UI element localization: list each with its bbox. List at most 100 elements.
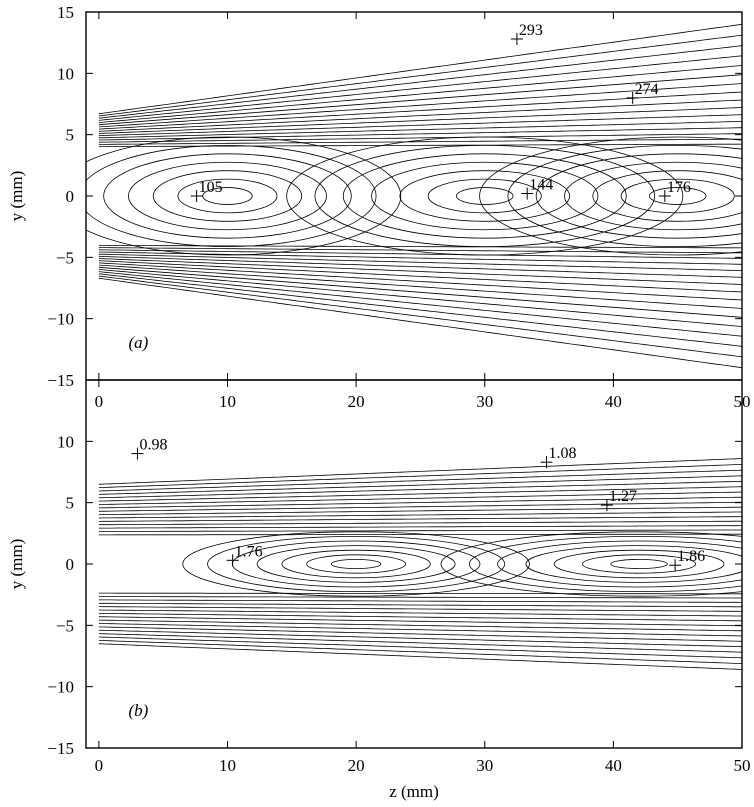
contour-line	[98, 458, 742, 485]
contour-line	[98, 127, 742, 141]
contour-line	[456, 187, 514, 205]
contour-line	[98, 616, 742, 627]
contour-line	[207, 536, 506, 593]
y-tick-label: 10	[57, 432, 74, 451]
contour-line	[98, 480, 742, 499]
contour-line	[399, 170, 571, 222]
contour-line	[98, 529, 742, 532]
x-tick-label: 50	[734, 392, 751, 411]
contour-line	[98, 271, 742, 337]
contour-line	[98, 23, 742, 115]
contour-line	[98, 273, 742, 347]
contour-line	[440, 531, 742, 597]
contour-line	[535, 153, 742, 239]
contour-line	[98, 626, 742, 642]
contour-line	[620, 178, 735, 214]
contour-line	[86, 145, 377, 247]
contour-line	[98, 520, 742, 526]
contour-line	[86, 136, 402, 256]
contour-line	[98, 613, 742, 622]
contour-line	[98, 74, 742, 126]
contour-line	[98, 496, 742, 509]
y-tick-label: 10	[57, 64, 74, 83]
contour-label: 144	[529, 177, 553, 194]
contour-line	[182, 531, 530, 597]
contour-lines	[86, 23, 742, 369]
plot-frame	[85, 379, 743, 749]
contour-line	[98, 114, 742, 137]
contour-label: 1.27	[609, 488, 637, 505]
contour-line	[98, 247, 742, 254]
contour-line	[98, 65, 742, 123]
contour-line	[98, 602, 742, 608]
contour-label: 1.08	[548, 445, 576, 462]
contour-line	[98, 633, 742, 653]
x-tick-label: 40	[605, 756, 622, 775]
y-tick-label: 5	[66, 494, 75, 513]
contour-line	[98, 599, 742, 603]
contour-line	[371, 161, 599, 231]
y-tick-label: 0	[66, 555, 75, 574]
y-axis-label: y (mm)	[7, 171, 26, 222]
contour-line	[98, 251, 742, 265]
contour-line	[314, 144, 655, 247]
y-tick-label: −10	[47, 310, 74, 329]
contour-line	[98, 525, 742, 529]
x-tick-label: 10	[219, 392, 236, 411]
y-tick-label: −15	[47, 739, 74, 758]
contour-line	[98, 533, 742, 536]
contour-line	[98, 501, 742, 512]
y-tick-label: 0	[66, 187, 75, 206]
contour-line	[98, 609, 742, 617]
contour-line	[553, 549, 725, 579]
y-tick-label: −10	[47, 678, 74, 697]
contour-line	[98, 592, 742, 595]
contour-line	[98, 475, 742, 495]
contour-line	[98, 83, 742, 128]
contour-line	[128, 161, 327, 231]
x-tick-label: 20	[348, 756, 365, 775]
contour-line	[98, 629, 742, 648]
contour-line	[98, 464, 742, 488]
contour-line	[507, 145, 742, 247]
contour-line	[98, 107, 742, 134]
contour-line	[427, 178, 542, 214]
contour-line	[98, 275, 742, 358]
contour-line	[582, 554, 697, 574]
contour-line	[177, 178, 278, 214]
contour-line	[256, 545, 456, 583]
plot-frame	[85, 11, 743, 381]
contour-line	[281, 549, 431, 579]
contour-label: 293	[519, 22, 543, 39]
contour-label: 1.86	[677, 548, 705, 565]
contour-line	[306, 554, 407, 574]
contour-label: 0.98	[139, 437, 167, 454]
contour-lines	[98, 458, 742, 670]
x-tick-label: 0	[95, 392, 104, 411]
y-tick-label: −15	[47, 371, 74, 390]
contour-line	[497, 540, 742, 588]
contour-line	[98, 34, 742, 117]
panel-label: (a)	[128, 333, 148, 352]
y-tick-label: −5	[56, 616, 74, 635]
contour-line	[592, 170, 742, 222]
y-tick-label: −5	[56, 248, 74, 267]
contour-line	[98, 133, 742, 143]
contour-line	[98, 491, 742, 505]
x-tick-label: 10	[219, 756, 236, 775]
contour-line	[98, 264, 742, 309]
contour-line	[98, 506, 742, 515]
contour-line	[98, 138, 742, 145]
x-axis-label: z (mm)	[389, 782, 439, 801]
contour-label: 274	[635, 81, 659, 98]
contour-line	[98, 623, 742, 637]
contour-line	[98, 99, 742, 132]
contour-line	[525, 545, 742, 583]
contour-line	[98, 253, 742, 271]
contour-line	[98, 516, 742, 522]
contour-label: 1.76	[235, 543, 263, 560]
contour-line	[152, 170, 303, 222]
